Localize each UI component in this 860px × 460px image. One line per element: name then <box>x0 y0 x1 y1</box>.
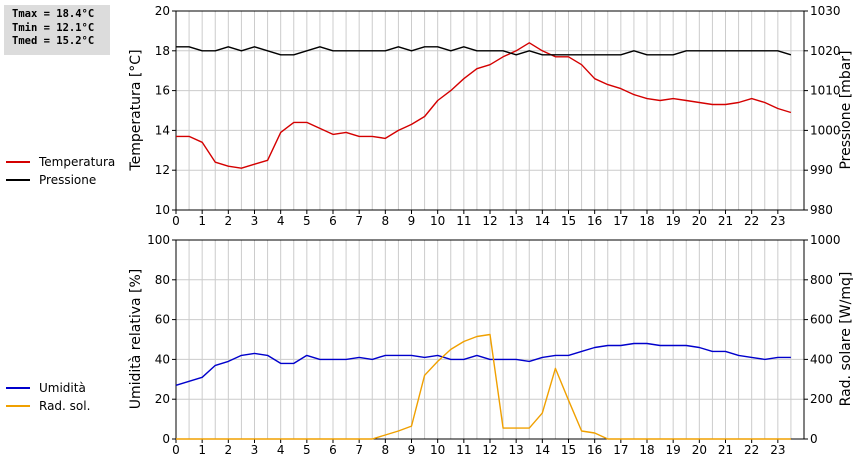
top-x-tick-label: 15 <box>561 214 576 228</box>
bottom-x-tick-label: 3 <box>251 443 259 457</box>
bottom-y-tick-label: 60 <box>155 313 170 327</box>
top-y2-tick-label: 980 <box>810 203 833 217</box>
bottom-x-tick-label: 0 <box>172 443 180 457</box>
top-series-pressione-line <box>176 46 792 56</box>
tmed-label: Tmed = 15.2°C <box>12 35 95 47</box>
top-y-axis-title: Temperatura [°C] <box>128 49 144 171</box>
legend-swatch-pressure <box>6 179 30 181</box>
top-x-tick-label: 5 <box>303 214 311 228</box>
top-x-tick-label: 17 <box>613 214 628 228</box>
legend-swatch-humidity <box>6 387 30 389</box>
bottom-x-tick-label: 8 <box>382 443 390 457</box>
top-y-tick-label: 12 <box>155 163 170 177</box>
legend-item-temperature: Temperatura <box>6 153 115 171</box>
bottom-x-tick-label: 10 <box>430 443 445 457</box>
bottom-y2-tick-label: 200 <box>810 392 833 406</box>
legend-swatch-temperature <box>6 161 30 163</box>
top-x-tick-label: 7 <box>355 214 363 228</box>
top-y2-tick-label: 1010 <box>810 84 841 98</box>
top-x-tick-label: 12 <box>482 214 497 228</box>
bottom-x-tick-label: 11 <box>456 443 471 457</box>
top-x-tick-label: 18 <box>639 214 654 228</box>
top-x-tick-label: 19 <box>666 214 681 228</box>
bottom-y-axis-title: Umidità relativa [%] <box>128 269 144 410</box>
top-y-tick-label: 16 <box>155 84 170 98</box>
bottom-x-tick-label: 18 <box>639 443 654 457</box>
stats-box: Tmax = 18.4°C Tmin = 12.1°C Tmed = 15.2°… <box>4 5 110 55</box>
top-x-tick-label: 3 <box>251 214 259 228</box>
bottom-x-tick-label: 17 <box>613 443 628 457</box>
bottom-x-tick-label: 1 <box>198 443 206 457</box>
bottom-x-tick-label: 20 <box>692 443 707 457</box>
bottom-y-tick-label: 80 <box>155 273 170 287</box>
bottom-y2-axis-title: Rad. solare [W/mq] <box>838 272 854 407</box>
bottom-x-tick-label: 21 <box>718 443 733 457</box>
top-x-tick-label: 9 <box>408 214 416 228</box>
top-y-tick-label: 18 <box>155 44 170 58</box>
bottom-y2-tick-label: 800 <box>810 273 833 287</box>
bottom-x-tick-label: 14 <box>535 443 550 457</box>
bottom-y-tick-label: 20 <box>155 392 170 406</box>
top-x-tick-label: 11 <box>456 214 471 228</box>
top-x-tick-label: 6 <box>329 214 337 228</box>
top-y2-tick-label: 1030 <box>810 4 841 18</box>
bottom-x-tick-label: 12 <box>482 443 497 457</box>
legend-bottom: Umidità Rad. sol. <box>6 379 90 415</box>
legend-label-pressure: Pressione <box>39 173 97 187</box>
bottom-x-tick-label: 6 <box>329 443 337 457</box>
bottom-y-tick-label: 40 <box>155 352 170 366</box>
bottom-series-umidit-line <box>175 342 791 386</box>
legend-label-temperature: Temperatura <box>39 155 116 169</box>
bottom-x-tick-label: 16 <box>587 443 602 457</box>
legend-label-radiation: Rad. sol. <box>39 399 91 413</box>
bottom-x-tick-label: 13 <box>509 443 524 457</box>
top-x-tick-label: 23 <box>770 214 785 228</box>
top-x-tick-label: 16 <box>587 214 602 228</box>
bottom-x-tick-label: 4 <box>277 443 285 457</box>
top-x-tick-label: 20 <box>692 214 707 228</box>
bottom-x-tick-label: 15 <box>561 443 576 457</box>
top-x-tick-label: 0 <box>172 214 180 228</box>
top-y-tick-label: 20 <box>155 4 170 18</box>
bottom-x-tick-label: 5 <box>303 443 311 457</box>
bottom-y2-tick-label: 1000 <box>810 233 841 247</box>
bottom-y2-tick-label: 600 <box>810 313 833 327</box>
top-y2-tick-label: 1000 <box>810 123 841 137</box>
top-y-tick-label: 14 <box>155 123 170 137</box>
top-y2-axis-title: Pressione [mbar] <box>838 50 854 169</box>
top-y-tick-label: 10 <box>155 203 170 217</box>
legend-swatch-radiation <box>6 405 30 407</box>
legend-label-humidity: Umidità <box>39 381 86 395</box>
bottom-x-tick-label: 22 <box>744 443 759 457</box>
top-x-tick-label: 10 <box>430 214 445 228</box>
bottom-x-tick-label: 9 <box>408 443 416 457</box>
bottom-y2-tick-label: 0 <box>810 432 818 446</box>
legend-top: Temperatura Pressione <box>6 153 115 189</box>
top-x-tick-label: 21 <box>718 214 733 228</box>
bottom-x-tick-label: 7 <box>355 443 363 457</box>
bottom-x-tick-label: 19 <box>666 443 681 457</box>
top-x-tick-label: 13 <box>509 214 524 228</box>
bottom-y-tick-label: 100 <box>147 233 170 247</box>
bottom-x-tick-label: 2 <box>225 443 233 457</box>
bottom-y2-tick-label: 400 <box>810 352 833 366</box>
top-x-tick-label: 22 <box>744 214 759 228</box>
bottom-series-rad-sol-line <box>176 333 791 440</box>
legend-item-humidity: Umidità <box>6 379 90 397</box>
tmin-label: Tmin = 12.1°C <box>12 21 95 34</box>
legend-item-pressure: Pressione <box>6 171 115 189</box>
bottom-x-tick-label: 23 <box>770 443 785 457</box>
top-x-tick-label: 14 <box>535 214 550 228</box>
top-x-tick-label: 4 <box>277 214 285 228</box>
top-x-tick-label: 2 <box>225 214 233 228</box>
top-series-temperatura-line <box>176 42 792 169</box>
bottom-y-tick-label: 0 <box>162 432 170 446</box>
legend-item-radiation: Rad. sol. <box>6 397 90 415</box>
top-x-tick-label: 1 <box>198 214 206 228</box>
top-x-tick-label: 8 <box>382 214 390 228</box>
tmax-label: Tmax = 18.4°C <box>12 8 95 20</box>
top-y2-tick-label: 990 <box>810 163 833 177</box>
top-y2-tick-label: 1020 <box>810 44 841 58</box>
